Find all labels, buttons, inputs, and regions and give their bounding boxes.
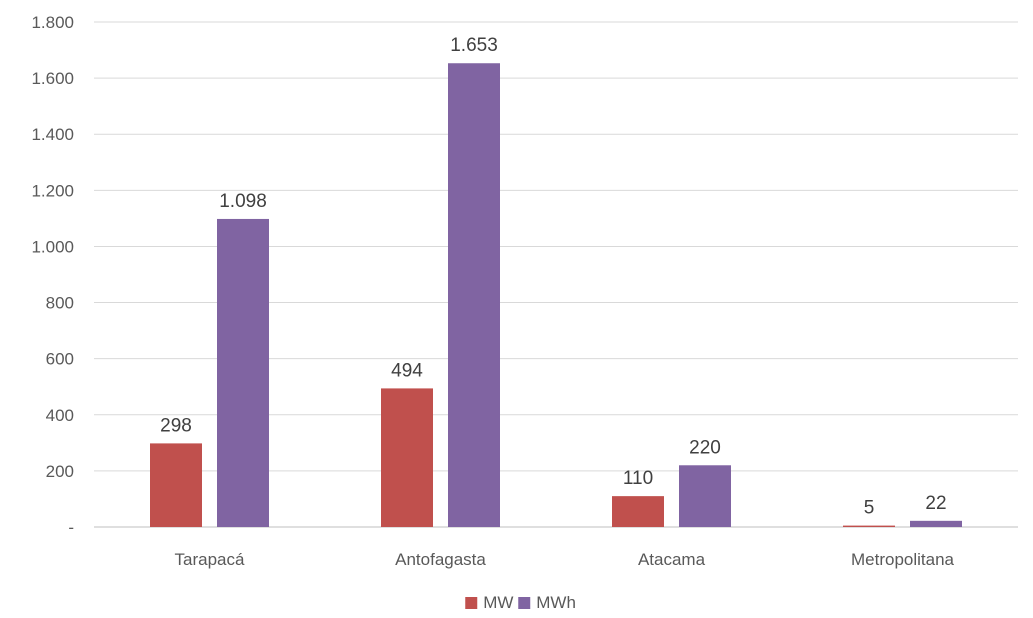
y-tick-label: 1.600: [31, 69, 74, 88]
bar-mw-1: [381, 388, 433, 527]
x-category-label: Atacama: [638, 550, 706, 569]
bar-mw-2: [612, 496, 664, 527]
x-axis-categories: Tarapacá Antofagasta Atacama Metropolitana: [175, 550, 955, 569]
data-label: 110: [623, 468, 653, 489]
y-axis-ticks: - 200 400 600 800 1.000 1.200 1.400 1.600 1.800: [31, 13, 74, 537]
y-tick-label: 600: [46, 350, 74, 369]
x-category-label: Tarapacá: [175, 550, 245, 569]
y-tick-label: 1.200: [31, 181, 74, 200]
data-label: 1.653: [450, 35, 498, 56]
data-label: 1.098: [219, 191, 267, 212]
y-tick-label: 800: [46, 294, 74, 313]
bar-mwh-3: [910, 520, 962, 527]
x-category-label: Antofagasta: [395, 550, 486, 569]
bar-mw-0: [150, 443, 202, 527]
legend: MW MWh: [465, 593, 576, 612]
y-tick-label: 1.000: [31, 237, 74, 256]
bar-mw-3: [843, 525, 895, 527]
legend-swatch: [518, 597, 531, 609]
legend-label: MWh: [536, 593, 576, 612]
data-label: 220: [689, 437, 721, 458]
y-tick-label: 1.800: [31, 13, 74, 32]
y-tick-label: -: [68, 518, 74, 537]
bars: [150, 63, 962, 527]
data-label: 298: [160, 415, 192, 436]
y-tick-label: 1.400: [31, 125, 74, 144]
data-labels: 298 1.098 494 1.653 110 220 5 22: [160, 35, 946, 518]
data-label: 5: [864, 498, 875, 519]
x-category-label: Metropolitana: [851, 550, 955, 569]
y-tick-label: 400: [46, 406, 74, 425]
data-label: 494: [391, 360, 423, 381]
y-tick-label: 200: [46, 462, 74, 481]
data-label: 22: [925, 493, 946, 514]
legend-label: MW: [483, 593, 513, 612]
bar-mwh-1: [448, 63, 500, 527]
legend-swatch: [465, 597, 478, 609]
bar-mwh-0: [217, 218, 269, 527]
bar-mwh-2: [679, 465, 731, 527]
